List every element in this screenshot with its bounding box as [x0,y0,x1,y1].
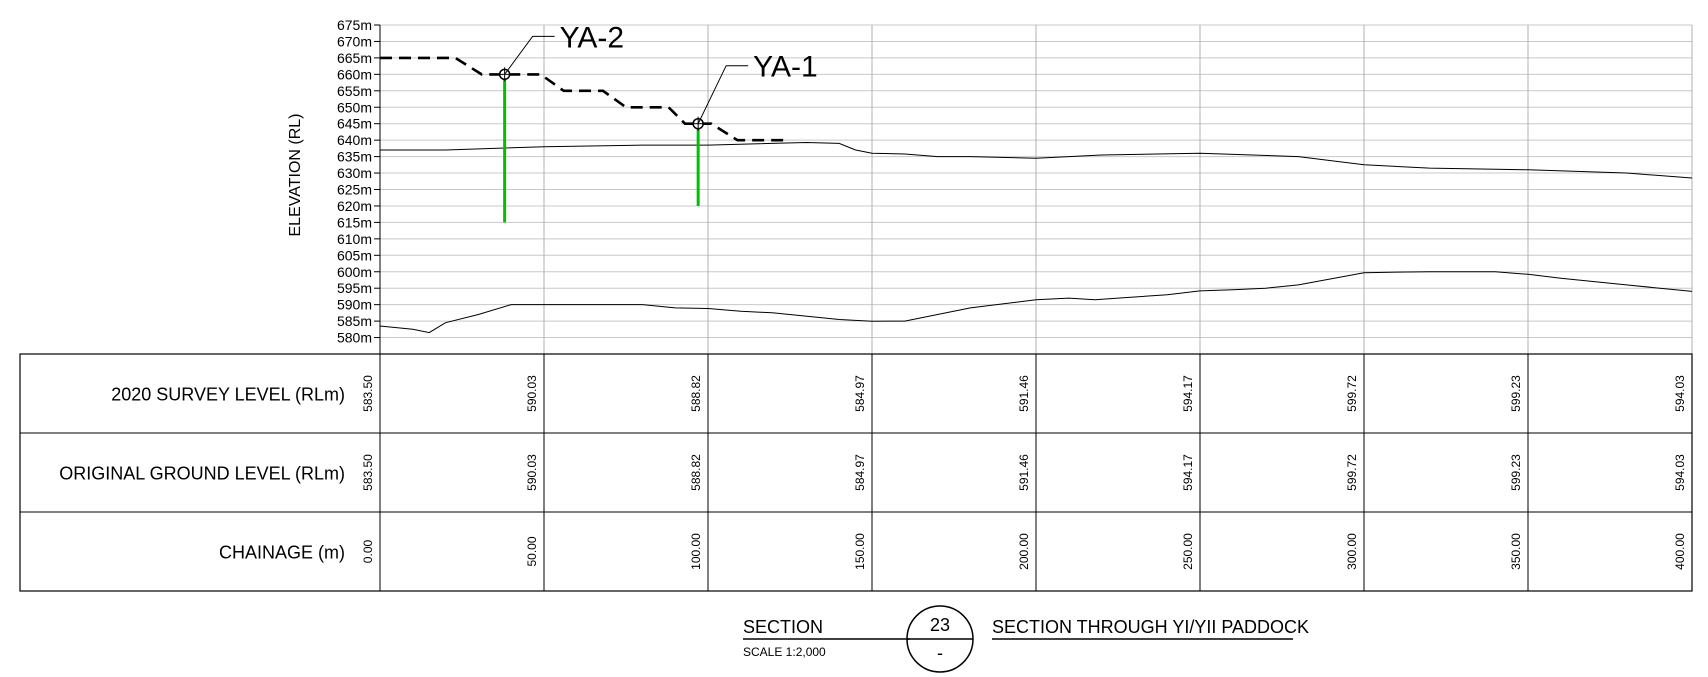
design-profile-dashed [380,56,790,142]
elevation-tick-label: 645m [337,116,372,132]
table-cell-value: 150.00 [853,533,867,570]
section-label: SECTION [743,617,823,637]
section-sub: - [937,643,943,663]
title-block: SECTION SCALE 1:2,000 23 - SECTION THROU… [743,605,1309,673]
elevation-tick-label: 605m [337,247,372,263]
elevation-axis-title: ELEVATION (RL) [287,114,304,237]
table-cell-value: 583.50 [361,454,375,491]
elevation-tick-label: 615m [337,214,372,230]
scale-label: SCALE 1:2,000 [743,645,826,659]
profile-lines [379,56,1693,334]
borehole-label: YA-2 [560,21,624,54]
table-cell-value: 594.17 [1181,375,1195,412]
borehole-label: YA-1 [753,51,817,84]
ground-profile-line [379,271,1693,334]
elevation-tick-label: 585m [337,313,372,329]
table-cell-value: 590.03 [525,375,539,412]
table-cell-value: 599.72 [1345,375,1359,412]
table-cell-value: 200.00 [1017,533,1031,570]
table-cell-value: 591.46 [1017,454,1031,491]
section-title: SECTION THROUGH YI/YII PADDOCK [992,617,1309,637]
plot-grid [379,24,1693,355]
elevation-tick-label: 660m [337,66,372,82]
elevation-tick-label: 665m [337,50,372,66]
table-cell-value: 588.82 [689,454,703,491]
elevation-tick-label: 610m [337,231,372,247]
elevation-tick-label: 675m [337,17,372,33]
borehole-leader [697,65,749,124]
table-row-label: 2020 SURVEY LEVEL (RLm) [111,385,345,405]
section-number: 23 [930,615,950,635]
elevation-tick-label: 650m [337,99,372,115]
table-cell-value: 0.00 [361,539,375,563]
section-table: 2020 SURVEY LEVEL (RLm) 583.50 590.03 588.8… [19,353,1693,592]
elevation-tick-label: 655m [337,83,372,99]
table-cell-value: 591.46 [1017,375,1031,412]
elevation-tick-label: 635m [337,149,372,165]
table-cell-value: 599.72 [1345,454,1359,491]
table-cell-value: 300.00 [1345,533,1359,570]
elevation-tick-label: 670m [337,33,372,49]
table-cell-value: 100.00 [689,533,703,570]
table-cell-value: 590.03 [525,454,539,491]
elevation-tick-label: 620m [337,198,372,214]
table-cell-value: 50.00 [525,536,539,566]
elevation-tick-label: 600m [337,264,372,280]
table-cell-value: 588.82 [689,375,703,412]
elevation-tick-label: 590m [337,297,372,313]
table-row-label: ORIGINAL GROUND LEVEL (RLm) [59,464,345,484]
table-cell-value: 584.97 [853,454,867,491]
table-cell-value: 400.00 [1673,533,1687,570]
table-cell-value: 583.50 [361,375,375,412]
elevation-tick-label: 625m [337,182,372,198]
table-cell-value: 350.00 [1509,533,1523,570]
elevation-tick-label: 580m [337,330,372,346]
boreholes: YA-2 YA-1 [497,21,818,223]
table-cell-value: 584.97 [853,375,867,412]
elevation-tick-label: 595m [337,280,372,296]
table-cell-value: 594.03 [1673,375,1687,412]
elevation-tick-labels: 675m670m665m660m655m650m645m640m635m630m… [337,17,380,346]
elevation-tick-label: 630m [337,165,372,181]
table-cell-value: 599.23 [1509,375,1523,412]
table-row-label: CHAINAGE (m) [219,543,345,563]
borehole-leader [504,35,555,75]
table-cell-value: 599.23 [1509,454,1523,491]
elevation-tick-label: 640m [337,132,372,148]
table-cell-value: 594.03 [1673,454,1687,491]
table-cell-value: 250.00 [1181,533,1195,570]
table-cell-value: 594.17 [1181,454,1195,491]
upper-profile-line [380,141,1693,179]
